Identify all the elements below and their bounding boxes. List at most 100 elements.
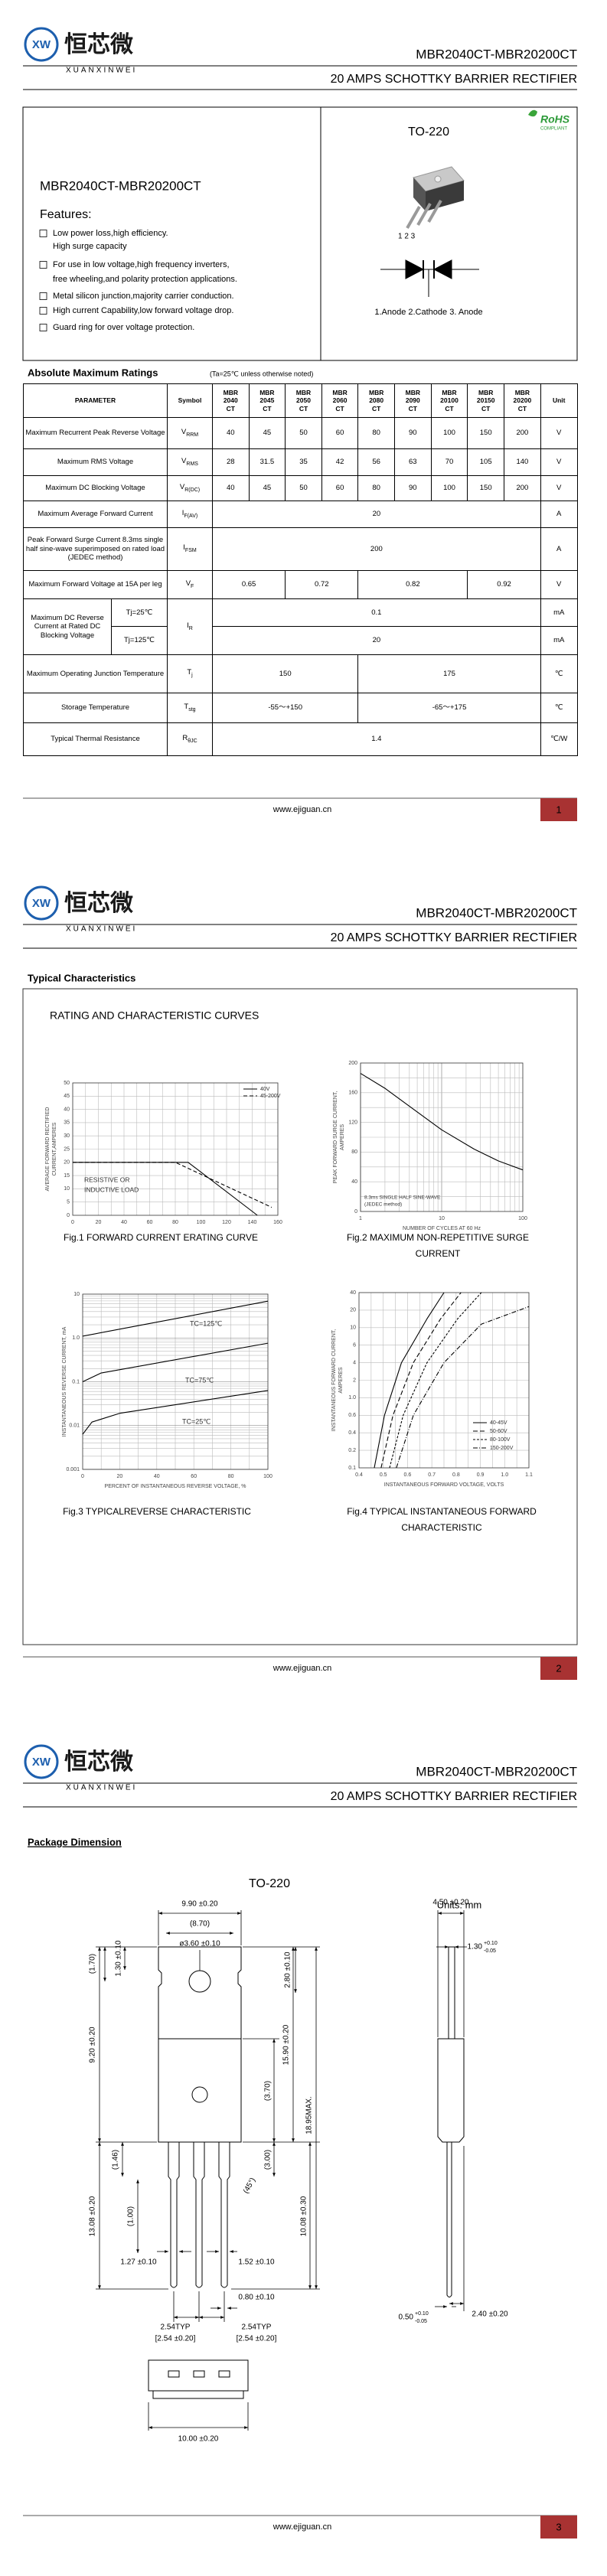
value: 100 xyxy=(430,475,468,501)
feature-text: High surge capacity xyxy=(53,242,127,251)
header-model-line: 20200 xyxy=(513,396,532,405)
brand-cn: 恒芯微 xyxy=(64,1749,133,1775)
symbol: VF xyxy=(167,570,213,599)
x-tick-label: 140 xyxy=(248,1220,257,1225)
parameter: Maximum Forward Voltage at 15A per leg xyxy=(23,570,168,599)
x-axis-label: NUMBER OF CYCLES AT 60 Hz xyxy=(403,1226,481,1231)
figure: 0.1 0.2 0.4 0.6 1.0 2 4 6 10 20 40 0.4 0.5 0.6 0.7 0.8 0… xyxy=(331,1290,537,1533)
y-tick-label: 0.2 xyxy=(348,1448,356,1453)
dimension-label: (8.70) xyxy=(190,1920,210,1929)
legend-label: 45-200V xyxy=(260,1094,281,1099)
value: 90 xyxy=(393,417,432,449)
symbol: VRRM xyxy=(167,417,213,449)
parameter: Typical Thermal Resistance xyxy=(23,722,168,756)
legend-label: 150-200V xyxy=(490,1446,514,1451)
header-unit: Unit xyxy=(540,383,578,418)
table-row: Peak Forward Surge Current 8.3ms single … xyxy=(23,527,578,571)
symbol-base: V xyxy=(181,456,187,465)
feature-text: free wheeling,and polarity protection ap… xyxy=(53,275,237,284)
symbol-sub: stg xyxy=(188,706,196,712)
header-model: MBR 2090 CT xyxy=(393,383,432,418)
y-tick-label: 45 xyxy=(64,1094,70,1099)
x-tick-label: 100 xyxy=(263,1474,272,1479)
unit: ℃/W xyxy=(540,722,578,756)
y-tick-label: 80 xyxy=(351,1149,357,1155)
dimension-label: 9.90 ±0.20 xyxy=(181,1900,218,1909)
value: 200 xyxy=(504,417,541,449)
plot-frame xyxy=(360,1062,524,1212)
x-tick-label: 100 xyxy=(197,1220,206,1225)
y-tick-label: 1.0 xyxy=(348,1395,356,1400)
legend-label: 80-100V xyxy=(490,1437,511,1443)
dimension-label: 2.80 ±0.10 xyxy=(284,1952,292,1988)
y-axis-label: CURRENT,AMPERES xyxy=(52,1122,57,1176)
package-name: TO-220 xyxy=(408,126,449,139)
annotation: 8.3ms SINGLE HALF SINE-WAVE xyxy=(364,1195,441,1201)
page-canvas: MBR2040CT-MBR20200CT Features: Low power… xyxy=(22,27,578,821)
y-tick-label: 0 xyxy=(67,1213,70,1218)
dimension-label: (1.46) xyxy=(112,2150,120,2170)
dimension-tolerance: +0.10 xyxy=(415,2311,429,2317)
unit: V xyxy=(540,417,578,449)
value: 105 xyxy=(467,448,505,476)
value: 56 xyxy=(357,448,395,476)
bottom-view xyxy=(148,2359,249,2399)
dimension-label: 2.40 ±0.20 xyxy=(472,2310,508,2319)
unit: ℃ xyxy=(540,693,578,723)
symbol-sub: F xyxy=(191,583,194,589)
curve xyxy=(82,1390,269,1435)
y-tick-label: 40 xyxy=(64,1107,70,1112)
dimension-labels: 9.90 ±0.20 (8.70) ø3.60 ±0.10 2.80 ±0.10 (1.… xyxy=(89,1899,508,2444)
dimension-label: ø3.60 ±0.10 xyxy=(179,1940,220,1948)
table-row: PARAMETER Symbol MBR 2040 CT MBR 2045 CT MBR 2050… xyxy=(23,383,578,418)
y-axis-label: INSTANTANEOUS REVERSE CURRENT, mA xyxy=(62,1326,67,1436)
header-model-line: 20150 xyxy=(476,396,495,405)
symbol-base: R xyxy=(182,733,188,742)
symbol: Tstg xyxy=(167,693,213,723)
value: 200 xyxy=(212,527,541,571)
value: 0.1 xyxy=(212,598,541,627)
side-dimensions xyxy=(435,1910,467,2311)
header-symbol: Symbol xyxy=(167,383,213,418)
page-number: 1 xyxy=(556,804,561,815)
parameter: Peak Forward Surge Current 8.3ms single … xyxy=(23,527,168,571)
header-model: MBR 20100 CT xyxy=(430,383,468,418)
header-model-line: 2040 xyxy=(223,396,238,405)
value: 90 xyxy=(393,475,432,501)
y-axis-label: INSTANTANEOUS FORWARD CURRENT, xyxy=(331,1329,337,1432)
page: Typical Characteristics RATING AND CHARA… xyxy=(0,859,607,1717)
x-tick-label: 0 xyxy=(71,1220,74,1225)
y-tick-label: 0.6 xyxy=(348,1413,356,1418)
value: 20 xyxy=(212,626,541,655)
dimension-label: 0.80 ±0.10 xyxy=(238,2294,275,2302)
figure-caption: CURRENT xyxy=(416,1248,461,1259)
y-axis-label: AMPERES xyxy=(338,1367,344,1394)
parameter: Maximum Average Forward Current xyxy=(23,501,168,528)
header-model: MBR 20200 CT xyxy=(504,383,541,418)
legend-label: 50-60V xyxy=(490,1429,507,1434)
rohs-mark: RoHS xyxy=(540,113,570,126)
legend-label: 40-45V xyxy=(490,1420,507,1426)
curve xyxy=(82,1342,269,1382)
y-tick-label: 10 xyxy=(73,1292,80,1297)
value: 28 xyxy=(212,448,250,476)
header-model: MBR 2045 CT xyxy=(248,383,286,418)
features-list: Low power loss,high efficiency. High surg… xyxy=(39,229,237,332)
figures-box xyxy=(22,988,578,1645)
symbol-sub: RRM xyxy=(186,432,199,438)
pin-labels: 1.Anode 2.Cathode 3. Anode xyxy=(374,308,482,317)
diode-symbol xyxy=(380,259,479,297)
dimension-label: 15.90 ±0.20 xyxy=(282,2024,291,2065)
unit: mA xyxy=(540,598,578,627)
x-tick-label: 40 xyxy=(121,1220,127,1225)
figure-caption: Fig.1 FORWARD CURRENT ERATING CURVE xyxy=(64,1232,258,1243)
x-tick-label: 160 xyxy=(273,1220,282,1225)
dimension-label: (45°) xyxy=(242,2177,257,2195)
value: 31.5 xyxy=(248,448,286,476)
unit: A xyxy=(540,527,578,571)
value: 150 xyxy=(467,417,505,449)
table-row: Maximum DC Blocking Voltage VR(DC) 40 45 50 6… xyxy=(23,475,578,501)
dimension-label: 0.50 xyxy=(399,2314,414,2322)
table-row: Maximum RMS Voltage VRMS 28 31.5 35 42 56 63 70 1… xyxy=(23,448,578,476)
dimension-label: (3.00) xyxy=(264,2150,272,2170)
